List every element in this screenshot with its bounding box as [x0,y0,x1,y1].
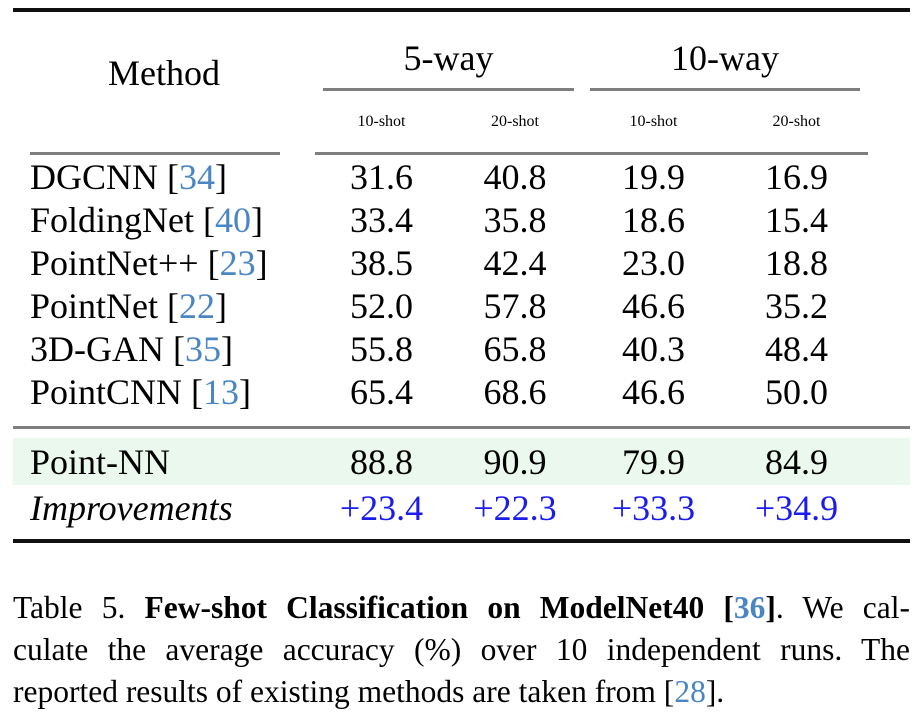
table-header: Method 5-way 10-way 10-shot 20-shot 10-s… [13,12,910,152]
table-bottom-rule [13,539,910,543]
score-cell: 40.3 [622,328,685,369]
score-cell: 65.4 [350,371,413,412]
method-name: FoldingNet [40] [30,199,263,240]
table-row: PointNet++ [23] 38.5 42.4 23.0 18.8 [13,241,910,284]
improvement-cell: +33.3 [611,488,696,528]
subheader-5way-20shot: 20-shot [491,112,539,130]
score-cell: 35.8 [483,199,547,240]
score-cell: 18.6 [622,199,685,240]
group-10way: 10-way [582,12,868,91]
citation-link[interactable]: 34 [179,156,215,197]
caption-line-3: reported results of existing methods are… [13,674,725,709]
method-name: PointCNN [13] [30,371,252,412]
method-name: 3D-GAN [35] [30,328,233,369]
header-right: 5-way 10-way 10-shot 20-shot 10-shot 20-… [315,12,868,152]
score-cell: 90.9 [483,441,547,482]
group-5way-label: 5-way [403,38,494,78]
score-cell: 31.6 [350,156,413,197]
citation-link[interactable]: 13 [203,371,240,412]
score-cell: 48.4 [765,328,828,369]
method-name: Point-NN [30,441,171,482]
caption-line-2: culate the average accuracy (%) over 10 … [13,632,910,667]
cmidrule-10way [590,88,860,91]
score-cell: 79.9 [622,441,685,482]
method-name: PointNet [22] [30,285,227,326]
score-cell: 16.9 [765,156,828,197]
subheader-row: 10-shot 20-shot 10-shot 20-shot [315,91,868,152]
citation-link[interactable]: 22 [179,285,215,326]
score-cell: 55.8 [350,328,413,369]
subheader-10way-10shot: 10-shot [629,112,678,130]
method-column-header: Method [108,53,220,93]
table-row: PointCNN [13] 65.4 68.6 46.6 50.0 [13,370,910,413]
table-row-point-nn: Point-NN 88.8 90.9 79.9 84.9 [13,438,910,485]
score-cell: 40.8 [483,156,547,197]
score-cell: 38.5 [350,242,413,283]
caption-line-1: Table 5. Few-shot Classification on Mode… [13,590,910,625]
results-table: Method 5-way 10-way 10-shot 20-shot 10-s… [13,0,910,543]
score-cell: 42.4 [483,242,547,283]
score-cell: 23.0 [622,242,685,283]
group-header-row: 5-way 10-way [315,12,868,91]
score-cell: 15.4 [765,199,828,240]
score-cell: 68.6 [483,371,547,412]
score-cell: 84.9 [765,441,828,482]
score-cell: 18.8 [765,242,828,283]
method-name: DGCNN [34] [30,156,227,197]
header-bottom-rules [13,152,910,155]
group-5way: 5-way [315,12,582,91]
subheader-5way-10shot: 10-shot [357,112,406,130]
improvement-cell: +23.4 [339,488,424,528]
cmidrule-5way [323,88,574,91]
table-row: DGCNN [34] 31.6 40.8 19.9 16.9 [13,155,910,198]
citation-link[interactable]: 36 [733,590,766,625]
table-top-rule [13,8,910,12]
table-midrule [13,426,910,429]
table-row-improvements: Improvements +23.4 +22.3 +33.3 +34.9 [13,485,910,531]
table-row: FoldingNet [40] 33.4 35.8 18.6 15.4 [13,198,910,241]
method-header-rule [13,152,315,155]
citation-link[interactable]: 23 [219,242,256,283]
citation-link[interactable]: 28 [674,674,706,709]
score-cell: 88.8 [350,441,413,482]
score-cell: 50.0 [765,371,828,412]
table-row: 3D-GAN [35] 55.8 65.8 40.3 48.4 [13,327,910,370]
improvement-cell: +34.9 [754,488,839,528]
citation-link[interactable]: 35 [184,328,221,369]
citation-link[interactable]: 40 [215,199,251,240]
table-caption: Table 5. Few-shot Classification on Mode… [13,587,910,713]
improvement-cell: +22.3 [473,488,557,528]
group-10way-label: 10-way [671,38,779,78]
score-cell: 46.6 [622,371,685,412]
score-cell: 19.9 [622,156,685,197]
data-header-rule [315,152,868,155]
improvements-label: Improvements [30,488,233,528]
score-cell: 65.8 [483,328,547,369]
score-cell: 52.0 [350,285,413,326]
subheader-10way-20shot: 20-shot [772,112,821,130]
score-cell: 35.2 [765,285,828,326]
score-cell: 33.4 [350,199,413,240]
score-cell: 46.6 [622,285,685,326]
score-cell: 57.8 [483,285,547,326]
method-name: PointNet++ [23] [30,242,268,283]
table-row: PointNet [22] 52.0 57.8 46.6 35.2 [13,284,910,327]
